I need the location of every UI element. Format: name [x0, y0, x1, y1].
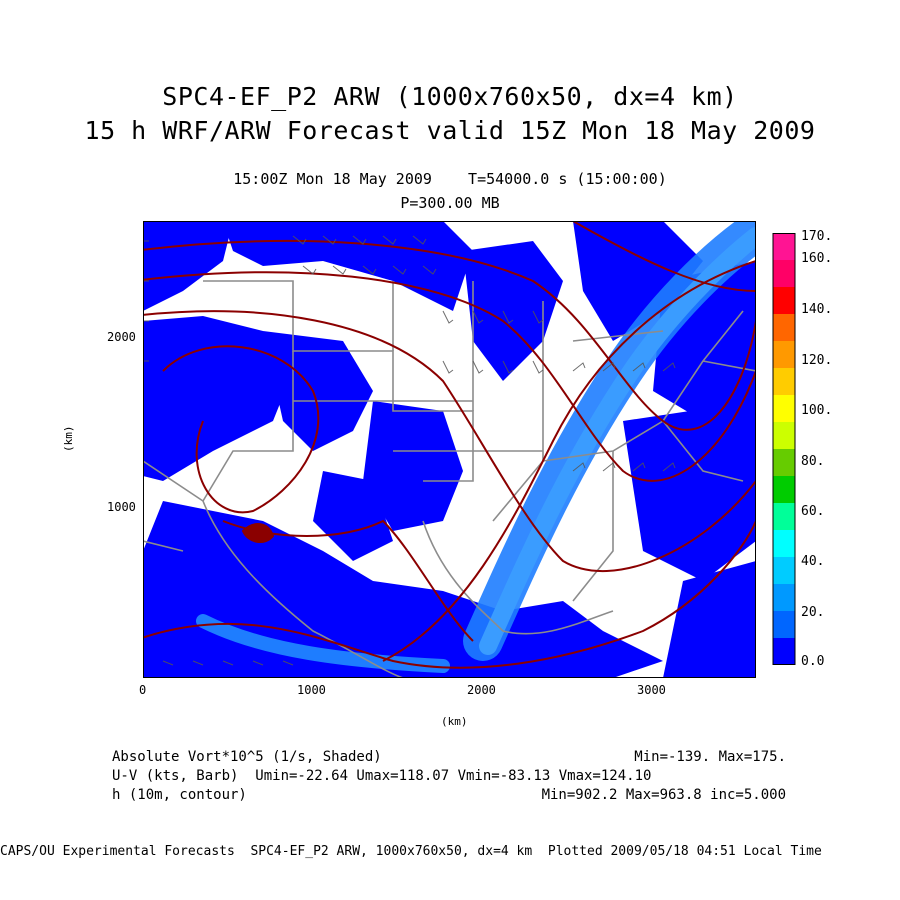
- colorbar-segment: [773, 287, 795, 315]
- colorbar-segment: [773, 530, 795, 558]
- colorbar: [772, 233, 796, 665]
- colorbar-label: 120.: [801, 353, 833, 368]
- colorbar-segment: [773, 449, 795, 477]
- x-tick-label: 2000: [467, 683, 496, 697]
- x-tick-label: 3000: [637, 683, 666, 697]
- forecast-map: [143, 221, 756, 678]
- colorbar-segment: [773, 422, 795, 450]
- colorbar-segment: [773, 341, 795, 369]
- colorbar-segment: [773, 368, 795, 396]
- y-tick-label: 2000: [107, 330, 136, 344]
- y-axis-label: (km): [62, 425, 75, 453]
- height-range: Min=902.2 Max=963.8 inc=5.000: [541, 787, 786, 803]
- colorbar-label: 20.: [801, 605, 825, 620]
- colorbar-label: 0.0: [801, 654, 825, 669]
- colorbar-label: 60.: [801, 504, 825, 519]
- colorbar-label: 100.: [801, 403, 833, 418]
- colorbar-frame: [772, 233, 796, 665]
- vorticity-range: Min=-139. Max=175.: [634, 749, 786, 765]
- colorbar-segment: [773, 476, 795, 504]
- colorbar-label: 40.: [801, 554, 825, 569]
- x-axis-label: (km): [441, 715, 468, 728]
- colorbar-segment: [773, 611, 795, 639]
- x-tick-label: 0: [139, 683, 147, 697]
- colorbar-label: 140.: [801, 302, 833, 317]
- colorbar-label: 170.: [801, 229, 833, 244]
- colorbar-label: 80.: [801, 454, 825, 469]
- colorbar-segment: [773, 233, 795, 261]
- valid-time-line: 15:00Z Mon 18 May 2009 T=54000.0 s (15:0…: [233, 170, 667, 188]
- geopotential-height-contours: [143, 221, 756, 669]
- colorbar-segment: [773, 584, 795, 612]
- x-tick-label: 1000: [297, 683, 326, 697]
- footer-credits: CAPS/OU Experimental Forecasts SPC4-EF_P…: [0, 844, 822, 859]
- colorbar-segment: [773, 260, 795, 288]
- title-line-2: 15 h WRF/ARW Forecast valid 15Z Mon 18 M…: [84, 116, 816, 145]
- pressure-level: P=300.00 MB: [400, 194, 500, 212]
- wind-barbs: [143, 235, 676, 666]
- colorbar-segment: [773, 638, 795, 665]
- colorbar-segment: [773, 395, 795, 423]
- y-tick-label: 1000: [107, 500, 136, 514]
- colorbar-segment: [773, 503, 795, 531]
- map-frame: [143, 221, 756, 678]
- colorbar-label: 160.: [801, 251, 833, 266]
- wind-field-stats: U-V (kts, Barb) Umin=-22.64 Umax=118.07 …: [112, 768, 652, 784]
- colorbar-segment: [773, 557, 795, 585]
- colorbar-segment: [773, 314, 795, 342]
- title-line-1: SPC4-EF_P2 ARW (1000x760x50, dx=4 km): [162, 82, 738, 111]
- vorticity-field-label: Absolute Vort*10^5 (1/s, Shaded): [112, 749, 382, 765]
- height-field-label: h (10m, contour): [112, 787, 247, 803]
